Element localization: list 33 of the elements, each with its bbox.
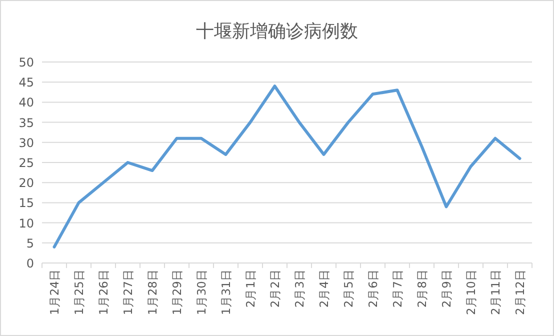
y-tick-label: 5: [26, 236, 34, 250]
y-tick-label: 15: [18, 196, 34, 210]
y-tick-label: 45: [18, 76, 34, 90]
x-tick-label: 1月26日: [96, 269, 110, 315]
x-tick-label: 2月6日: [366, 269, 380, 308]
x-tick-label: 1月30日: [194, 269, 208, 315]
x-tick-label: 2月11日: [488, 269, 502, 315]
x-tick-label: 2月7日: [390, 269, 404, 308]
x-tick-label: 2月9日: [439, 269, 454, 308]
x-tick-label: 1月31日: [218, 269, 233, 315]
x-tick-label: 2月12日: [512, 269, 527, 315]
y-tick-label: 30: [18, 136, 34, 150]
x-tick-label: 2月4日: [316, 269, 331, 308]
x-tick-label: 2月10日: [464, 269, 478, 315]
y-tick-label: 20: [18, 176, 34, 190]
y-tick-label: 10: [18, 216, 34, 230]
chart-title: 十堰新增确诊病例数: [196, 21, 358, 42]
x-tick-label: 2月3日: [292, 269, 306, 308]
x-tick-label: 1月24日: [47, 269, 62, 315]
x-tick-label: 1月29日: [170, 269, 184, 315]
y-tick-label: 25: [18, 156, 34, 170]
x-tick-label: 1月25日: [72, 269, 86, 315]
x-tick-label: 2月8日: [414, 269, 429, 308]
x-tick-label: 2月1日: [243, 269, 258, 308]
y-tick-label: 50: [18, 56, 34, 70]
x-tick-label: 2月5日: [341, 269, 356, 308]
x-tick-label: 1月28日: [145, 269, 160, 315]
y-tick-label: 40: [18, 96, 34, 110]
line-series: [52, 84, 522, 248]
y-tick-label: 0: [26, 256, 34, 270]
y-tick-label: 35: [18, 116, 34, 130]
x-tick-label: 2月2日: [268, 269, 282, 308]
x-tick-label: 1月27日: [120, 269, 135, 315]
